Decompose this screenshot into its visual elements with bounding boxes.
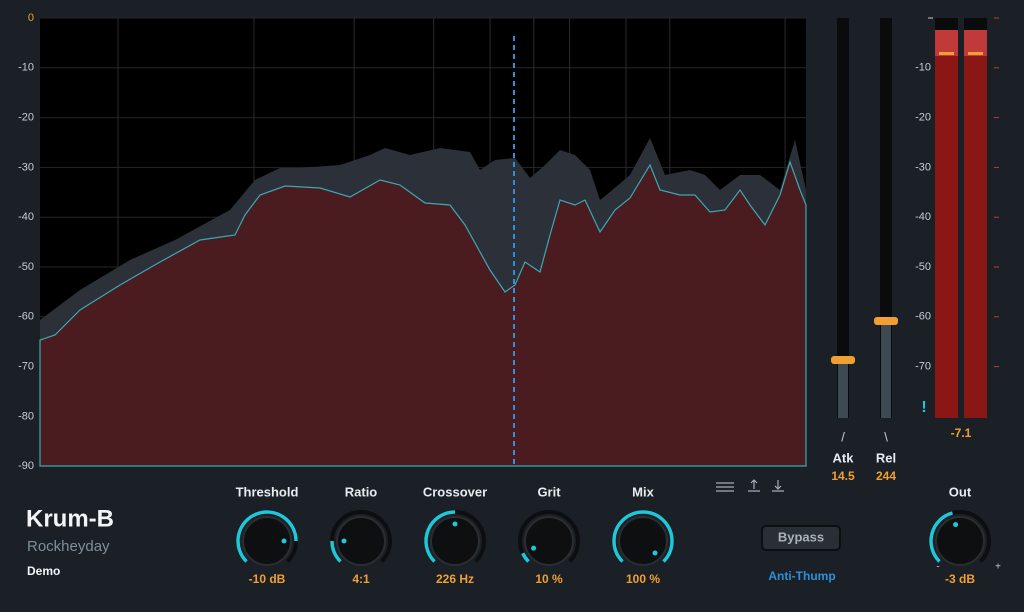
meter-tick-label: -30 bbox=[915, 161, 931, 173]
meter-tick-label: -60 bbox=[915, 311, 931, 323]
spectrum-fill bbox=[39, 160, 807, 467]
controls: / Atk 14.5 \ Rel 244 -10 -20 -30 -40 -50 -60 -70! -7.… bbox=[236, 17, 1001, 586]
fader-fill bbox=[881, 321, 891, 418]
db-tick-label: -20 bbox=[18, 112, 34, 124]
fader-symbol: \ bbox=[884, 429, 888, 444]
knob-value: 226 Hz bbox=[436, 572, 474, 586]
knob-value: 100 % bbox=[626, 572, 660, 586]
meter-tick-label: -50 bbox=[915, 261, 931, 273]
knob-label: Grit bbox=[537, 484, 561, 499]
edition: Demo bbox=[27, 564, 60, 578]
db-tick-label: -80 bbox=[18, 410, 34, 422]
meter-top bbox=[964, 30, 987, 56]
knob-label: Mix bbox=[632, 484, 654, 499]
fader-label: Atk bbox=[833, 450, 855, 465]
knob-indicator bbox=[652, 550, 658, 556]
knob-arc bbox=[236, 510, 298, 563]
knob-indicator bbox=[531, 545, 537, 551]
db-tick-label: -40 bbox=[18, 211, 34, 223]
icon-list[interactable] bbox=[716, 482, 734, 492]
knob-arc bbox=[929, 511, 954, 563]
knob-indicator bbox=[281, 538, 287, 544]
knob-arc bbox=[424, 510, 456, 563]
knob-value: -3 dB bbox=[945, 572, 975, 586]
clip-indicator: ! bbox=[921, 399, 926, 416]
fader-fill bbox=[838, 360, 848, 418]
knob[interactable] bbox=[524, 516, 574, 566]
knob[interactable] bbox=[618, 516, 668, 566]
out-min: - bbox=[936, 562, 939, 573]
product-name: Krum-B bbox=[26, 505, 114, 532]
knob-indicator bbox=[452, 521, 458, 527]
fader-value: 14.5 bbox=[831, 469, 855, 483]
knob-value: 10 % bbox=[535, 572, 563, 586]
knob-label: Threshold bbox=[236, 484, 299, 499]
knob-label: Out bbox=[949, 484, 972, 499]
icon-export[interactable] bbox=[748, 479, 760, 492]
knob[interactable] bbox=[336, 516, 386, 566]
view-icons[interactable] bbox=[716, 479, 784, 492]
knob-value: -10 dB bbox=[249, 572, 286, 586]
out-max: + bbox=[995, 562, 1001, 573]
meter-peak-value: -7.1 bbox=[951, 426, 972, 440]
db-tick-label: -50 bbox=[18, 261, 34, 273]
bypass-button[interactable] bbox=[761, 525, 841, 551]
knob-value: 4:1 bbox=[352, 572, 370, 586]
db-tick-label: -60 bbox=[18, 311, 34, 323]
meter-bar bbox=[964, 30, 987, 418]
knob-label: Crossover bbox=[423, 484, 487, 499]
knob-indicator bbox=[341, 538, 347, 544]
meter-tick-label: -70 bbox=[915, 361, 931, 373]
knob-label: Ratio bbox=[345, 484, 378, 499]
fader-handle[interactable] bbox=[831, 356, 855, 364]
db-tick-label: -30 bbox=[18, 161, 34, 173]
fader-symbol: / bbox=[841, 429, 845, 444]
db-tick-label: -90 bbox=[18, 460, 34, 472]
db-tick-label: -70 bbox=[18, 361, 34, 373]
db-tick-label: 0 bbox=[28, 12, 34, 24]
meter-peak bbox=[968, 52, 983, 55]
fader-label: Rel bbox=[876, 450, 896, 465]
meter-top bbox=[935, 30, 958, 56]
knob[interactable] bbox=[935, 516, 985, 566]
knob-indicator bbox=[953, 522, 959, 528]
anti-thump-toggle[interactable]: Anti-Thump bbox=[768, 569, 835, 583]
knob-arc bbox=[612, 510, 674, 563]
fader-track[interactable] bbox=[837, 18, 849, 418]
bypass-label[interactable]: Bypass bbox=[778, 529, 824, 544]
fader-handle[interactable] bbox=[874, 317, 898, 325]
vendor-name: Rockheyday bbox=[27, 538, 110, 555]
knob[interactable] bbox=[430, 516, 480, 566]
fader-value: 244 bbox=[876, 469, 896, 483]
knob-arc bbox=[330, 540, 342, 563]
db-tick-label: -10 bbox=[18, 62, 34, 74]
knob-arc bbox=[521, 552, 530, 563]
meter-tick-label: -20 bbox=[915, 112, 931, 124]
meter-tick-label: -40 bbox=[915, 211, 931, 223]
knob[interactable] bbox=[242, 516, 292, 566]
icon-import[interactable] bbox=[772, 480, 784, 492]
knob-track bbox=[518, 510, 580, 563]
meter-bar bbox=[935, 30, 958, 418]
meter-peak bbox=[939, 52, 954, 55]
meter-tick-label: -10 bbox=[915, 62, 931, 74]
